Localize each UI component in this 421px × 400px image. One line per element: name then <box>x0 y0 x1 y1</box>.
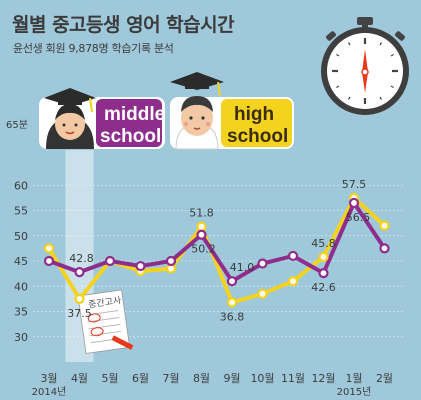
y-tick-label: 30 <box>14 331 28 344</box>
data-point <box>196 221 207 232</box>
y-axis-label: 65분 <box>6 119 28 131</box>
data-point <box>226 297 238 308</box>
x-tick-label: 6월 <box>132 372 149 385</box>
data-point <box>74 293 85 304</box>
legend-middle-school: middle school <box>39 87 165 149</box>
y-tick-label: 40 <box>14 280 28 293</box>
data-point <box>196 229 207 240</box>
x-tick-label: 7월 <box>162 372 179 385</box>
data-point <box>379 243 390 254</box>
data-label: 42.6 <box>311 281 336 294</box>
x-year-label: 2015년 <box>337 386 372 398</box>
data-point <box>348 197 360 209</box>
x-tick-label: 9월 <box>223 372 240 385</box>
legend-high-line2: school <box>227 126 288 147</box>
data-point <box>165 255 177 267</box>
data-point <box>257 288 268 299</box>
x-tick-label: 1월 <box>345 372 362 385</box>
x-tick-label: 8월 <box>193 372 210 385</box>
stopwatch-tick <box>379 42 383 46</box>
stopwatch-tick <box>336 85 340 89</box>
stopwatch-tick <box>336 53 340 57</box>
y-tick-label: 35 <box>14 306 28 319</box>
legend-high-line1: high <box>234 104 274 125</box>
x-tick-label: 11월 <box>281 372 305 385</box>
data-point <box>135 260 146 272</box>
data-label: 36.8 <box>220 310 245 323</box>
data-point <box>226 276 238 287</box>
high-student-avatar <box>170 72 224 150</box>
data-point <box>287 250 299 262</box>
data-point <box>104 255 116 267</box>
x-year-label: 2014년 <box>32 386 67 398</box>
data-point <box>43 243 55 254</box>
x-tick-label: 12월 <box>311 372 335 385</box>
legend-high-school: high school <box>170 72 294 150</box>
page-title: 월별 중고등생 영어 학습시간 <box>12 14 235 36</box>
x-tick-label: 10월 <box>250 372 274 385</box>
series-line <box>47 200 387 284</box>
legend-middle-line1: middle <box>104 104 165 125</box>
exam-paper-label: 중간고사 <box>88 295 123 311</box>
stopwatch-tick <box>390 85 394 89</box>
data-label: 45.8 <box>311 237 336 250</box>
stopwatch-tick <box>347 42 351 46</box>
x-tick-label: 4월 <box>71 372 88 385</box>
stopwatch-tick <box>390 53 394 57</box>
data-point <box>318 251 329 263</box>
data-point <box>257 258 268 269</box>
stopwatch-tick <box>379 96 383 100</box>
stopwatch-icon <box>321 17 409 115</box>
data-label: 42.8 <box>69 252 94 265</box>
x-tick-label: 5월 <box>101 372 118 385</box>
series-line <box>47 195 387 305</box>
middle-student-avatar <box>44 88 96 149</box>
data-point <box>287 276 299 287</box>
data-point <box>74 267 85 278</box>
data-label: 50.2 <box>191 243 216 256</box>
x-tick-label: 2월 <box>376 372 393 385</box>
data-point <box>318 268 329 279</box>
data-point <box>43 255 55 267</box>
data-label: 56.5 <box>346 211 371 224</box>
data-label: 57.5 <box>342 178 367 191</box>
data-label: 41.0 <box>230 261 255 274</box>
legend-middle-line2: school <box>100 126 161 147</box>
y-tick-label: 55 <box>14 205 28 218</box>
stopwatch-tick <box>347 96 351 100</box>
data-label: 51.8 <box>189 207 214 220</box>
x-tick-label: 3월 <box>40 372 57 385</box>
page-subtitle: 윤선생 회원 9,878명 학습기록 분석 <box>13 42 174 55</box>
data-point <box>379 220 390 231</box>
y-tick-label: 50 <box>14 230 28 243</box>
y-tick-label: 45 <box>14 255 28 268</box>
data-label: 37.5 <box>67 307 92 320</box>
exam-paper-icon: 중간고사 <box>77 289 134 354</box>
y-tick-label: 60 <box>14 179 28 192</box>
